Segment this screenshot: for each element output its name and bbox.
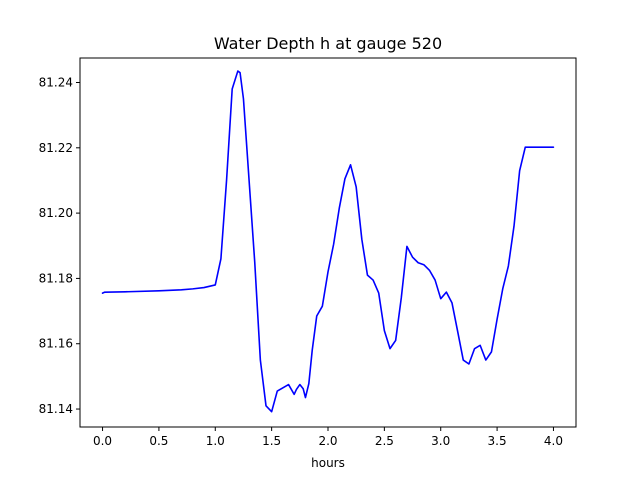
x-tick-label: 0.5 bbox=[149, 434, 168, 448]
chart-title: Water Depth h at gauge 520 bbox=[214, 34, 442, 53]
x-tick-label: 0.0 bbox=[93, 434, 112, 448]
x-tick-label: 1.5 bbox=[262, 434, 281, 448]
x-tick-label: 3.0 bbox=[431, 434, 450, 448]
x-tick-label: 2.0 bbox=[318, 434, 337, 448]
y-tick-label: 81.20 bbox=[39, 206, 73, 220]
y-tick-label: 81.16 bbox=[39, 337, 73, 351]
series-line-0 bbox=[101, 70, 555, 413]
plot-area bbox=[101, 70, 555, 413]
axes: 0.0 0.5 1.0 1.5 2.0 2.5 3.0 3.5 4.0 81.14 81.16 81.… bbox=[39, 57, 577, 448]
y-tick-label: 81.24 bbox=[39, 75, 73, 89]
x-tick-label: 2.5 bbox=[375, 434, 394, 448]
x-tick-label: 3.5 bbox=[488, 434, 507, 448]
y-tick-label: 81.22 bbox=[39, 141, 73, 155]
y-tick-label: 81.14 bbox=[39, 402, 73, 416]
x-tick-label: 4.0 bbox=[544, 434, 563, 448]
x-tick-label: 1.0 bbox=[206, 434, 225, 448]
y-tick-label: 81.18 bbox=[39, 271, 73, 285]
x-axis-label: hours bbox=[311, 456, 345, 470]
